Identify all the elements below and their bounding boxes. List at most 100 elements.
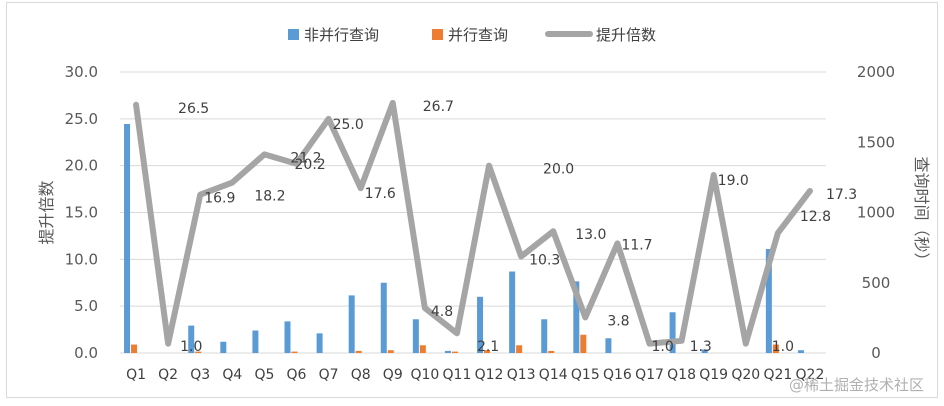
line-point — [649, 343, 650, 345]
bar-non-parallel-q5 — [252, 330, 259, 353]
bar-non-parallel-q15 — [573, 281, 580, 353]
line-point — [456, 332, 458, 334]
y-left-tick-label: 15.0 — [65, 204, 98, 222]
y-right-tick-label: 500 — [862, 274, 891, 292]
bar-non-parallel-q22 — [797, 350, 804, 353]
y-left-tick-label: 10.0 — [65, 250, 98, 268]
data-label-q2: 1.0 — [180, 339, 202, 355]
x-tick-label: Q4 — [222, 367, 242, 383]
y-right-axis-title: 查询时间（秒） — [912, 156, 931, 268]
line-point — [777, 232, 779, 234]
bar-parallel-q11 — [451, 351, 458, 353]
x-tick-label: Q16 — [603, 367, 632, 383]
data-label-q15: 3.8 — [607, 313, 629, 329]
line-point — [520, 256, 522, 258]
bar-parallel-q10 — [419, 345, 426, 353]
bar-non-parallel-q10 — [412, 319, 419, 353]
data-label-q8: 17.6 — [365, 186, 396, 202]
bar-non-parallel-q11 — [444, 350, 451, 353]
line-point — [231, 182, 233, 184]
bar-parallel-q13 — [516, 345, 523, 353]
legend-non-parallel-swatch — [288, 29, 299, 40]
line-point — [424, 307, 426, 309]
chart-frame — [6, 2, 938, 398]
legend: 非并行查询 并行查询 提升倍数 — [288, 26, 656, 44]
y-left-axis-title: 提升倍数 — [37, 180, 56, 244]
data-label-q13: 10.3 — [529, 253, 560, 269]
line-point — [681, 340, 683, 342]
bar-non-parallel-q21 — [765, 249, 772, 353]
y-left-tick-label: 20.0 — [65, 157, 98, 175]
x-tick-label: Q3 — [190, 367, 210, 383]
x-tick-label: Q14 — [539, 367, 568, 383]
data-label-q11: 2.1 — [477, 339, 499, 355]
line-point — [745, 343, 747, 345]
data-label-q21: 12.8 — [800, 209, 831, 225]
data-label-q14: 13.0 — [575, 227, 606, 243]
bar-non-parallel-q8 — [348, 295, 355, 353]
bar-non-parallel-q7 — [316, 333, 323, 353]
x-tick-label: Q15 — [571, 367, 600, 383]
y-left-tick-label: 5.0 — [74, 297, 98, 315]
line-improvement-ratio — [133, 99, 813, 347]
bar-non-parallel-q14 — [541, 319, 548, 353]
line-point — [328, 118, 330, 120]
x-tick-label: Q22 — [796, 367, 825, 383]
bar-non-parallel-q6 — [284, 321, 291, 353]
x-tick-label: Q9 — [383, 367, 403, 383]
legend-non-parallel-label: 非并行查询 — [304, 26, 379, 44]
data-label-q9: 26.7 — [423, 99, 454, 115]
line-point — [616, 242, 618, 244]
x-tick-label: Q1 — [126, 367, 146, 383]
bar-non-parallel-q18 — [669, 312, 676, 353]
data-label-q19: 19.0 — [718, 173, 749, 189]
x-tick-label: Q5 — [254, 367, 274, 383]
bar-parallel-q14 — [548, 350, 555, 353]
x-tick-label: Q11 — [443, 367, 472, 383]
bar-parallel-q21 — [772, 344, 779, 353]
data-label-q3: 16.9 — [204, 191, 235, 207]
y-left-tick-label: 0.0 — [74, 344, 98, 362]
y-left-tick-label: 30.0 — [65, 63, 98, 81]
x-tick-label: Q2 — [158, 367, 178, 383]
data-label-q16: 11.7 — [621, 237, 652, 253]
data-label-q18: 1.3 — [690, 339, 712, 355]
x-tick-label: Q6 — [287, 367, 307, 383]
line-point — [488, 165, 490, 167]
bar-parallel-q9 — [387, 350, 394, 353]
data-label-q22: 17.3 — [826, 187, 857, 203]
line-point — [167, 343, 169, 345]
line-point — [263, 153, 265, 155]
bar-non-parallel-q16 — [605, 338, 612, 353]
x-tick-label: Q12 — [475, 367, 504, 383]
bar-series — [124, 123, 804, 353]
line-point — [552, 230, 554, 232]
bar-non-parallel-q1 — [124, 123, 131, 353]
line-point — [360, 187, 362, 189]
bar-parallel-q1 — [131, 344, 138, 353]
x-tick-label: Q19 — [699, 367, 728, 383]
line-point — [713, 174, 715, 176]
legend-improvement-label: 提升倍数 — [596, 26, 656, 44]
x-tick-label: Q8 — [351, 367, 371, 383]
bar-parallel-q15 — [580, 334, 587, 353]
legend-parallel-label: 并行查询 — [448, 26, 508, 44]
x-tick-label: Q10 — [410, 367, 439, 383]
x-tick-label: Q18 — [667, 367, 696, 383]
x-tick-label: Q17 — [635, 367, 664, 383]
bar-non-parallel-q13 — [509, 271, 516, 353]
line-point — [584, 316, 586, 318]
data-label-q6: 20.2 — [295, 157, 326, 173]
line-series: 26.5 1.0 16.9 18.2 21.220.2 25.0 17.6 26.7 4.8 2.… — [133, 99, 857, 355]
line-point — [296, 163, 297, 165]
axes: 0.0 5.0 10.0 15.0 20.0 25.0 30.0 0 500 1000 1500 20… — [37, 63, 931, 383]
x-tick-label: Q13 — [507, 367, 536, 383]
x-tick-label: Q21 — [763, 367, 792, 383]
data-label-q12: 20.0 — [543, 162, 574, 178]
y-right-tick-label: 1500 — [857, 133, 895, 151]
bar-parallel-q6 — [291, 351, 298, 353]
line-point — [392, 102, 394, 104]
bar-non-parallel-q4 — [220, 341, 227, 353]
data-label-q5: 21.2 — [290, 150, 321, 166]
line-point — [135, 104, 137, 106]
